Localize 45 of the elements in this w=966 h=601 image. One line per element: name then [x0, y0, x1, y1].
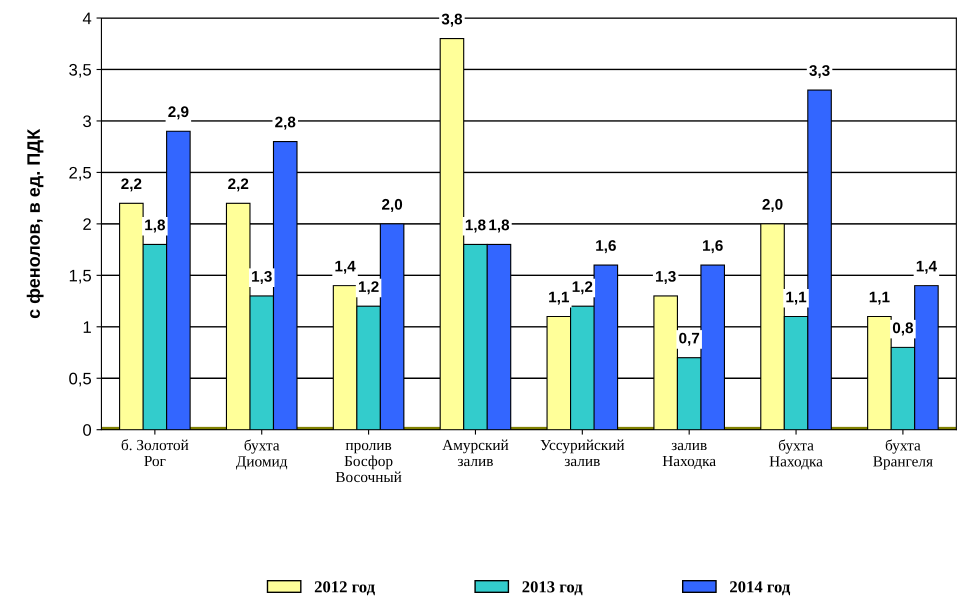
- x-tick-label: бухта Врангеля: [873, 439, 933, 470]
- legend-label: 2013 год: [522, 581, 582, 596]
- x-tick-label: бухта Находка: [770, 439, 823, 470]
- y-tick-label: 0,5: [69, 372, 92, 386]
- y-tick-label: 2: [83, 218, 91, 230]
- data-label: 2,0: [762, 198, 783, 212]
- y-tick-label: 1,5: [70, 270, 92, 284]
- y-tick-label: 3,5: [69, 64, 92, 78]
- data-label: 1,6: [596, 240, 616, 254]
- data-label: 1,8: [489, 220, 510, 233]
- y-tick-label: 2,5: [69, 166, 92, 181]
- data-label: 1,3: [252, 270, 272, 284]
- data-label: 1,1: [549, 292, 569, 305]
- x-tick-label: бухта Диомид: [236, 439, 288, 470]
- data-label: 1,8: [466, 220, 486, 233]
- data-label: 0,7: [679, 332, 700, 346]
- y-tick-label: 3: [83, 115, 91, 128]
- data-label: 1,4: [916, 260, 937, 274]
- x-tick-label: Уссурийский залив: [540, 440, 624, 466]
- legend-label: 2014 год: [730, 581, 790, 596]
- data-label: 1,6: [703, 240, 723, 254]
- data-label: 2,8: [275, 116, 296, 130]
- data-label: 1,4: [335, 260, 356, 274]
- data-label: 2,2: [121, 178, 142, 192]
- data-label: 2,2: [228, 178, 248, 192]
- x-tick-label: б. Золотой Рог: [122, 439, 188, 466]
- x-tick-label: залив Находка: [662, 442, 716, 469]
- y-tick-label: 1: [84, 321, 91, 333]
- data-label: 1,1: [786, 292, 806, 305]
- x-tick-label: Амурский залив: [442, 440, 508, 466]
- y-tick-label: 0: [83, 424, 92, 436]
- data-label: 0,8: [892, 322, 914, 336]
- y-tick-label: 4: [82, 12, 92, 24]
- data-label: 1,8: [145, 220, 166, 233]
- data-label: 2,0: [382, 198, 402, 212]
- data-label: 1,1: [870, 292, 890, 305]
- data-label: 2,9: [168, 106, 188, 120]
- data-label: 3,3: [809, 65, 830, 78]
- legend-label: 2012 год: [314, 581, 375, 596]
- data-label: 1,2: [572, 281, 592, 294]
- data-label: 1,3: [656, 270, 676, 284]
- x-tick-label: пролив Босфор Восочный: [336, 442, 402, 482]
- data-label: 3,8: [442, 14, 462, 27]
- y-axis-title: с фенолов, в ед. ПДК: [26, 128, 44, 318]
- data-label: 1,2: [358, 281, 379, 294]
